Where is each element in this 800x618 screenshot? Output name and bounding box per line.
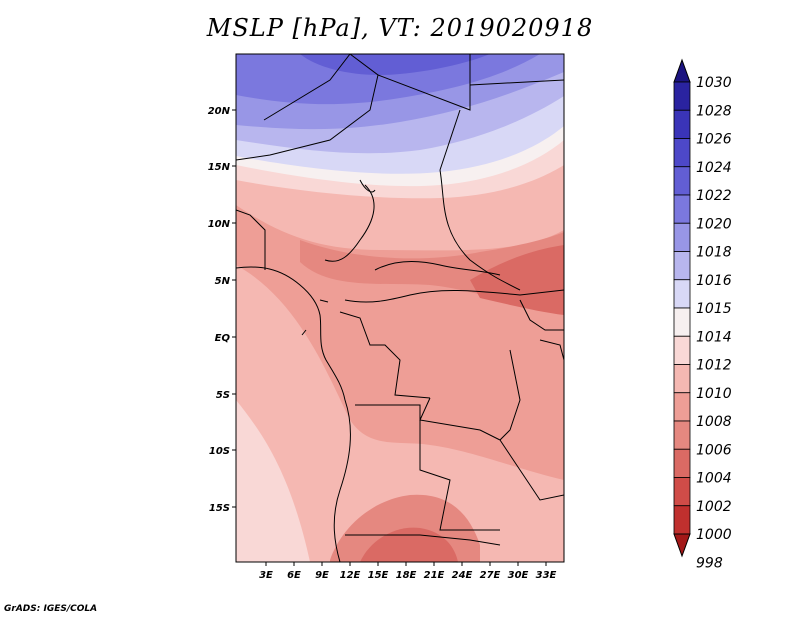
lon-tick-label: 18E (396, 570, 417, 581)
plot-title: MSLP [hPa], VT: 2019020918 (206, 14, 594, 42)
longitude-axis: 3E 6E 9E 12E 15E 18E 21E 24E 27E 30E 33E (259, 570, 556, 581)
field-1004-east (470, 245, 564, 315)
lon-tick-label: 21E (424, 570, 445, 581)
colorbar-level-label: 1028 (696, 103, 732, 119)
colorbar-level-label: 1030 (696, 75, 732, 91)
border-algeria-mali-niger (236, 54, 379, 161)
border-tanzania (499, 349, 521, 441)
lon-tick-label: 27E (480, 570, 501, 581)
lon-tick-label: 6E (287, 570, 301, 581)
colorbar-swatch (673, 477, 691, 507)
border-niger-nigeria (324, 184, 375, 262)
colorbar-swatch (673, 109, 691, 139)
country-borders (236, 54, 564, 562)
credit-text: GrADS: IGES/COLA (4, 604, 98, 614)
lat-tick-label: 10S (209, 446, 230, 457)
coastline-west (236, 266, 351, 562)
lon-tick-label: 30E (508, 570, 529, 581)
border-westafrica (236, 209, 266, 270)
colorbar-level-label: 1010 (696, 386, 732, 402)
colorbar-swatch (673, 166, 691, 196)
lat-tick-label: EQ (215, 333, 231, 344)
colorbar-level-label: 1022 (696, 188, 732, 204)
colorbar-level-label: 1020 (696, 216, 732, 232)
lat-tick-label: 15N (208, 162, 231, 173)
lat-tick-label: 5N (215, 276, 231, 287)
border-mali-algeria (263, 54, 351, 121)
border-chad-sudan-north (439, 109, 461, 171)
islands (301, 299, 329, 336)
colorbar-level-label: 1016 (696, 273, 732, 289)
lon-tick-label: 9E (315, 570, 329, 581)
colorbar-level-label: 998 (696, 555, 723, 571)
colorbar-level-label: 1004 (696, 471, 732, 487)
colorbar-level-label: 1000 (696, 527, 732, 543)
border-car-congo (344, 289, 564, 303)
axis-ticks (232, 109, 547, 566)
border-libya (377, 54, 471, 111)
colorbar-level-label: 1006 (696, 442, 732, 458)
colorbar-swatch (673, 448, 691, 478)
lat-tick-label: 20N (208, 106, 231, 117)
colorbar-level-label: 1014 (696, 329, 732, 345)
colorbar-swatch (673, 222, 691, 252)
lon-tick-label: 15E (368, 570, 389, 581)
colorbar-swatch (673, 81, 691, 111)
field-1022 (300, 54, 490, 76)
colorbar-swatch (673, 335, 691, 365)
lake-victoria (539, 339, 564, 361)
lon-tick-label: 12E (340, 570, 361, 581)
colorbar-bottom-triangle (673, 533, 691, 558)
pressure-field (236, 54, 564, 562)
lat-tick-label: 5S (216, 390, 230, 401)
colorbar-swatch (673, 138, 691, 168)
colorbar-swatch (673, 420, 691, 450)
colorbar: 1030 1028 1026 1024 1022 1020 1018 1016 1015 1014… (673, 58, 732, 571)
border-angola (355, 404, 500, 531)
lat-tick-label: 10N (208, 219, 231, 230)
border-chad-sudan (439, 169, 521, 291)
lon-tick-label: 3E (259, 570, 273, 581)
colorbar-level-label: 1002 (696, 499, 732, 515)
colorbar-level-label: 1015 (696, 301, 732, 317)
colorbar-swatch (673, 279, 691, 309)
colorbar-swatch (673, 307, 691, 337)
colorbar-swatch (673, 505, 691, 535)
lon-tick-label: 33E (536, 570, 557, 581)
colorbar-swatch (673, 251, 691, 281)
plot-frame (235, 53, 565, 563)
colorbar-level-label: 1012 (696, 358, 732, 374)
colorbar-swatch (673, 364, 691, 394)
lon-tick-label: 24E (452, 570, 473, 581)
border-egypt-libya (469, 79, 564, 86)
colorbar-swatch (673, 392, 691, 422)
border-zambia-malawi (499, 439, 564, 501)
lake-chad (359, 179, 376, 193)
colorbar-level-label: 1018 (696, 245, 732, 261)
border-namibia (345, 534, 501, 546)
field-1012-southwest (236, 400, 310, 562)
lat-tick-label: 15S (209, 503, 230, 514)
border-uganda-kenya (519, 299, 564, 331)
colorbar-level-label: 1026 (696, 132, 732, 148)
border-car-north (374, 260, 501, 276)
colorbar-top-triangle (673, 58, 691, 83)
border-drc-south (419, 397, 501, 441)
colorbar-swatch (673, 194, 691, 224)
colorbar-level-label: 1008 (696, 414, 732, 430)
border-congo-gabon (339, 311, 431, 399)
latitude-axis: 20N 15N 10N 5N EQ 5S 10S 15S (208, 106, 231, 514)
colorbar-level-label: 1024 (696, 160, 732, 176)
